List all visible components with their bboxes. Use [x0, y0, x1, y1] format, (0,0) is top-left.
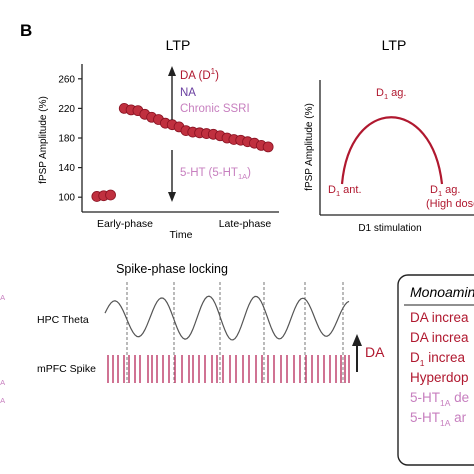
chart1-ytick-label: 220 — [58, 104, 75, 115]
panel-label: B — [20, 21, 32, 40]
inverted-u-curve — [340, 116, 444, 185]
left-edge-fragment: 1A — [0, 293, 5, 302]
chart1-xlabel: Time — [170, 229, 193, 241]
chart1-ytick-label: 140 — [58, 163, 75, 174]
spike-phase-chart: Spike-phase locking HPC Theta mPFC Spike… — [37, 262, 385, 383]
annot-chronic-ssri: Chronic SSRI — [180, 103, 250, 115]
left-edge-fragment: 1A — [0, 378, 5, 387]
annot-na: NA — [180, 87, 196, 99]
monoamine-box-title: Monoamine — [410, 284, 474, 300]
monoamine-box-frame — [397, 274, 474, 466]
chart1-ytick-label: 260 — [58, 74, 75, 85]
monoamine-row: 5-HT1A ar — [410, 410, 467, 428]
ltp-d1-chart: LTP fPSP Amplitude (%) D1 ag. D1 ant. D1… — [304, 37, 474, 234]
chart2-ylabel: fPSP Amplitude (%) — [304, 103, 315, 191]
chart1-ytick-label: 180 — [58, 134, 75, 145]
monoamine-row: 5-HT1A de — [410, 390, 469, 408]
monoamine-row: Hyperdop — [410, 370, 469, 385]
annot-da-d1: DA (D1) — [180, 67, 219, 82]
annot-5ht: 5-HT (5-HT1A) — [180, 167, 251, 181]
ltp-time-chart: LTP fPSP Amplitude (%) 100 140 180 220 260 E… — [38, 37, 279, 241]
label-high-dose: (High dose) — [426, 198, 474, 210]
hpc-theta-wave — [104, 295, 350, 341]
chart3-title: Spike-phase locking — [116, 262, 228, 276]
monoamine-box: Monoamine DA increa DA increa D1 increa Hyp… — [397, 274, 474, 466]
chart1-phase-early: Early-phase — [97, 218, 153, 230]
up-arrow-head — [168, 66, 176, 76]
chart1-ytick-label: 100 — [58, 193, 75, 204]
hpc-theta-label: HPC Theta — [37, 314, 89, 326]
left-edge-fragments: 1A 1A 2A — [0, 293, 5, 405]
da-arrow-head — [352, 334, 362, 346]
chart1-title: LTP — [166, 37, 191, 53]
down-arrow-head — [168, 192, 176, 202]
monoamine-row: DA increa — [410, 330, 469, 345]
chart2-xlabel: D1 stimulation — [358, 223, 421, 234]
monoamine-row: D1 increa — [410, 350, 465, 368]
label-d1-ag-right: D1 ag. — [430, 184, 460, 198]
label-d1-ag-top: D1 ag. — [376, 87, 406, 101]
data-point — [262, 141, 274, 153]
label-d1-ant: D1 ant. — [328, 184, 362, 198]
chart1-phase-late: Late-phase — [219, 218, 272, 230]
left-edge-fragment: 2A — [0, 396, 5, 405]
data-point — [105, 189, 116, 201]
chart1-ylabel: fPSP Amplitude (%) — [38, 96, 49, 184]
monoamine-row: DA increa — [410, 310, 469, 325]
da-arrow-label: DA — [365, 344, 385, 360]
mpfc-spike-label: mPFC Spike — [37, 363, 96, 375]
chart2-title: LTP — [382, 37, 407, 53]
